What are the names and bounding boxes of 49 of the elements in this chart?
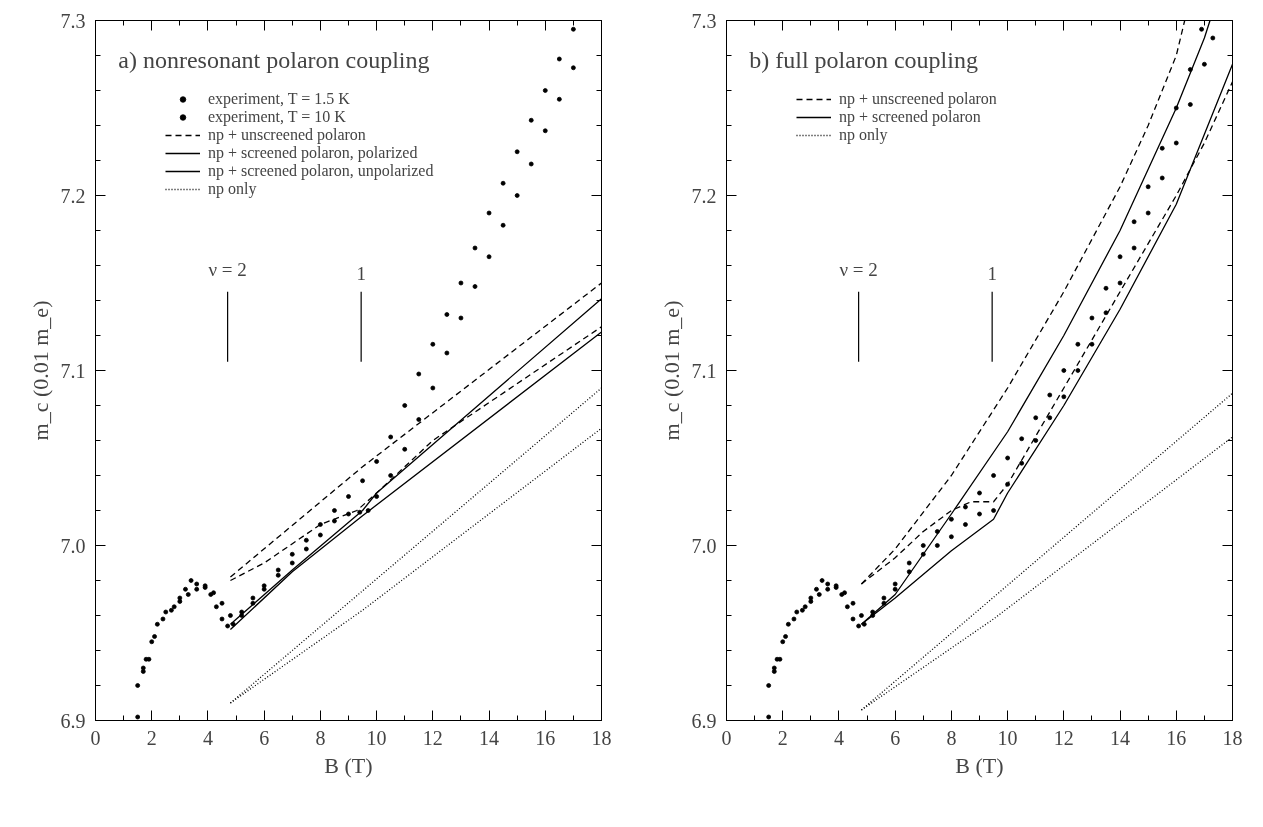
annotation: 1 <box>987 262 997 284</box>
x-tick-label: 18 <box>591 726 612 749</box>
y-tick-label: 7.0 <box>60 534 86 557</box>
y-tick-label: 7.0 <box>691 534 717 557</box>
legend-label: experiment, T = 10 K <box>208 108 346 126</box>
x-tick-label: 12 <box>422 726 443 749</box>
x-tick-label: 0 <box>90 726 101 749</box>
x-tick-label: 8 <box>946 726 957 749</box>
y-axis-title: m_c (0.01 m_e) <box>658 300 684 441</box>
x-tick-label: 10 <box>997 726 1018 749</box>
x-tick-label: 4 <box>202 726 213 749</box>
x-tick-label: 2 <box>777 726 788 749</box>
x-tick-label: 0 <box>721 726 732 749</box>
text: a) nonresonant polaron coupling <box>118 47 430 73</box>
annotation: ν = 2 <box>208 258 247 280</box>
x-tick-label: 16 <box>535 726 556 749</box>
legend-label: np + unscreened polaron <box>208 126 366 144</box>
y-tick-label: 7.3 <box>691 9 717 32</box>
legend-label: np + screened polaron, unpolarized <box>208 162 434 180</box>
y-tick-label: 6.9 <box>60 709 86 732</box>
annotation: 1 <box>356 262 366 284</box>
legend-label: np only <box>839 126 888 144</box>
legend-label: np only <box>208 180 257 198</box>
x-tick-label: 16 <box>1166 726 1187 749</box>
y-tick-label: 7.2 <box>691 184 717 207</box>
y-tick-label: 7.1 <box>691 359 717 382</box>
legend-label: experiment, T = 1.5 K <box>208 90 350 108</box>
x-tick-label: 10 <box>366 726 387 749</box>
x-tick-label: 14 <box>479 726 500 749</box>
legend-label: np + screened polaron <box>839 108 981 126</box>
y-tick-label: 7.2 <box>60 184 86 207</box>
x-tick-label: 6 <box>890 726 901 749</box>
legend-label: np + unscreened polaron <box>839 90 997 108</box>
text: b) full polaron coupling <box>749 47 978 73</box>
x-tick-label: 4 <box>833 726 844 749</box>
x-tick-label: 18 <box>1222 726 1243 749</box>
x-tick-label: 14 <box>1110 726 1131 749</box>
y-axis-title: m_c (0.01 m_e) <box>27 300 53 441</box>
y-tick-label: 6.9 <box>691 709 717 732</box>
legend-label: np + screened polaron, polarized <box>208 144 418 162</box>
x-axis-title: B (T) <box>955 752 1004 778</box>
annotation: ν = 2 <box>839 258 878 280</box>
y-tick-label: 7.3 <box>60 9 86 32</box>
x-tick-label: 8 <box>315 726 326 749</box>
y-tick-label: 7.1 <box>60 359 86 382</box>
x-tick-label: 6 <box>259 726 270 749</box>
x-tick-label: 12 <box>1053 726 1074 749</box>
x-axis-title: B (T) <box>324 752 373 778</box>
x-tick-label: 2 <box>146 726 157 749</box>
